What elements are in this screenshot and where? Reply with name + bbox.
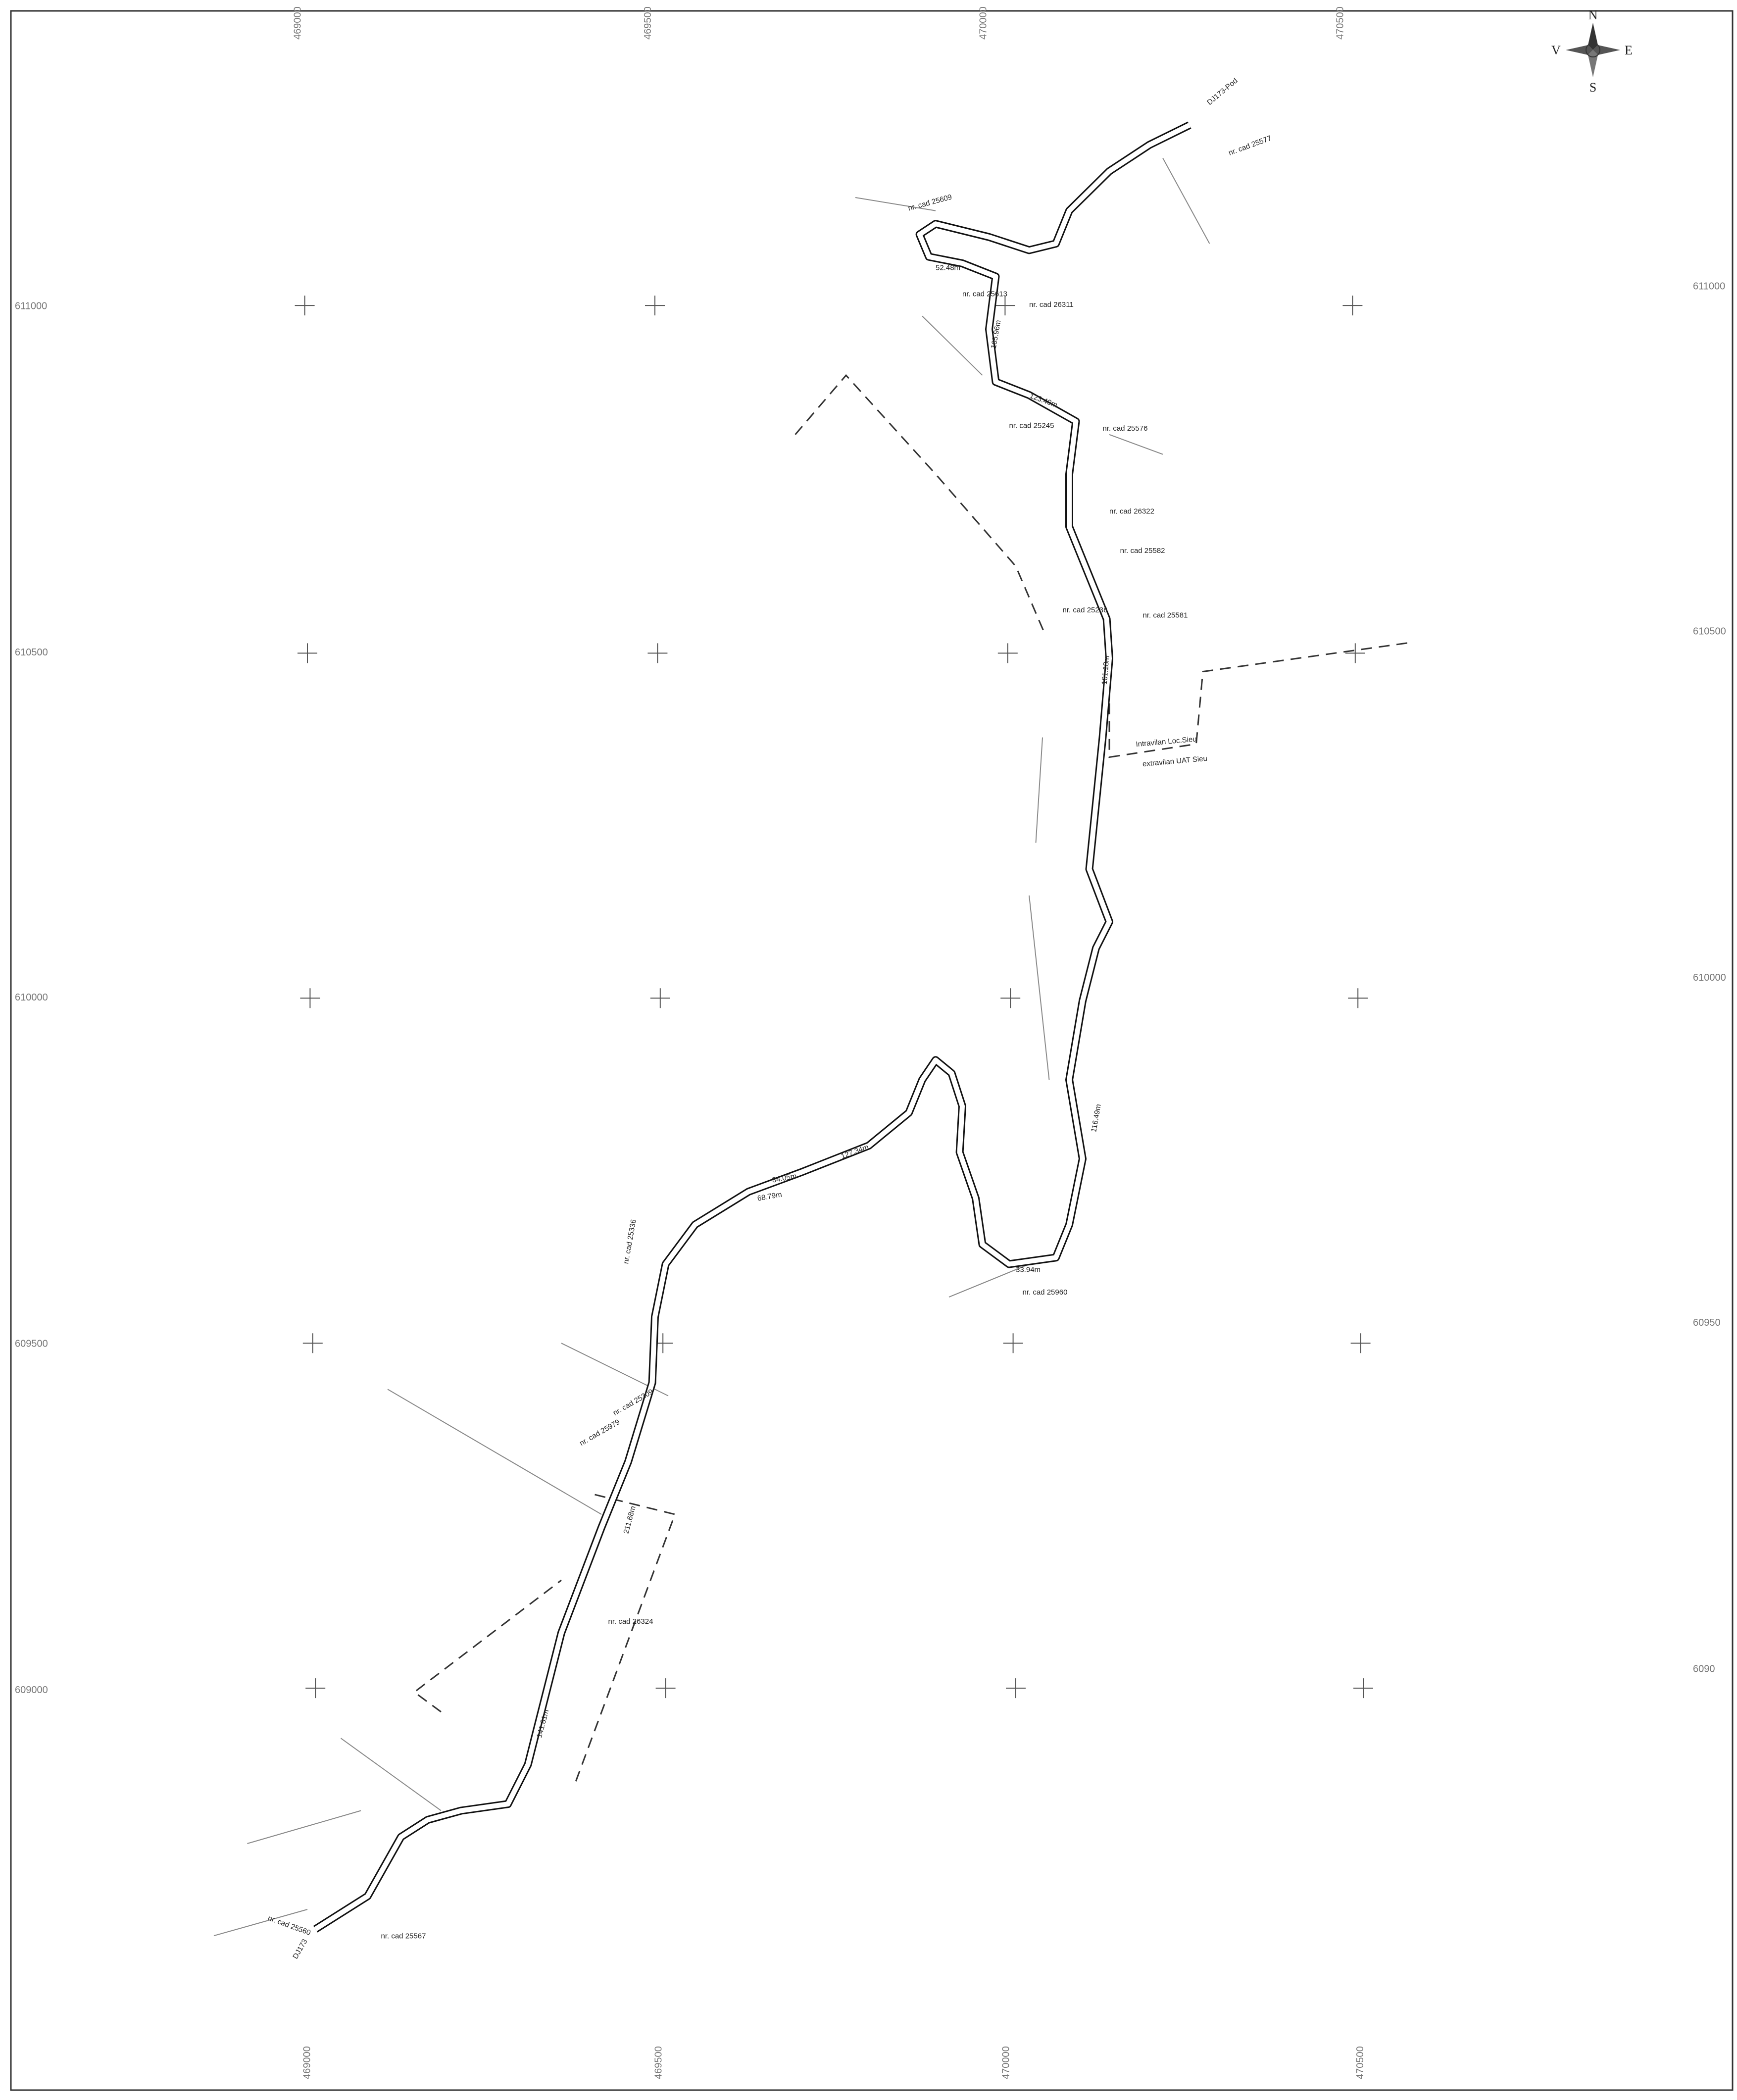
grid-cross bbox=[655, 1678, 676, 1699]
coord-top: 470000 bbox=[978, 6, 989, 40]
coord-right: 610500 bbox=[1693, 626, 1726, 637]
compass-north: N bbox=[1588, 8, 1598, 22]
grid-cross bbox=[647, 643, 668, 663]
coord-bottom: 470000 bbox=[1001, 2046, 1012, 2079]
coord-left: 610500 bbox=[15, 647, 48, 658]
coord-right: 60950 bbox=[1693, 1317, 1721, 1328]
map-label: 181.18m bbox=[1100, 655, 1111, 685]
coord-bottom: 469000 bbox=[301, 2046, 312, 2079]
coord-right: 610000 bbox=[1693, 972, 1726, 983]
parcel-line bbox=[948, 1263, 1030, 1298]
map-label: 52.48m bbox=[936, 263, 960, 272]
compass-east: E bbox=[1625, 43, 1633, 57]
compass-south: S bbox=[1589, 80, 1596, 95]
coord-left: 609500 bbox=[15, 1339, 48, 1350]
coord-bottom: 470500 bbox=[1355, 2046, 1366, 2079]
map-label: nr. cad 25581 bbox=[1143, 611, 1188, 620]
parcel-line bbox=[922, 315, 983, 376]
map-label: nr. cad 25582 bbox=[1120, 547, 1165, 555]
grid-cross bbox=[645, 296, 665, 316]
coord-left: 611000 bbox=[15, 300, 47, 311]
grid-cross bbox=[302, 1333, 323, 1353]
grid-cross bbox=[295, 296, 315, 316]
parcel-line bbox=[1109, 434, 1163, 455]
parcel-line bbox=[213, 1909, 308, 1937]
coord-top: 469500 bbox=[643, 6, 653, 40]
map-label: nr. cad 25236 bbox=[1063, 606, 1108, 614]
grid-cross bbox=[1006, 1678, 1026, 1699]
coord-left: 609000 bbox=[15, 1685, 48, 1696]
grid-cross bbox=[1348, 988, 1368, 1008]
map-frame bbox=[10, 10, 1734, 2091]
coord-top: 470500 bbox=[1335, 6, 1346, 40]
parcel-line bbox=[855, 197, 936, 211]
map-label: nr. cad 25960 bbox=[1023, 1288, 1068, 1297]
grid-cross bbox=[1350, 1333, 1371, 1353]
grid-cross bbox=[995, 296, 1015, 316]
coord-bottom: 469500 bbox=[653, 2046, 664, 2079]
grid-cross bbox=[1003, 1333, 1023, 1353]
map-label: nr. cad 25576 bbox=[1103, 424, 1148, 433]
boundary-line bbox=[574, 1494, 676, 1785]
parcel-line bbox=[1035, 737, 1043, 843]
compass: N S E V bbox=[1551, 8, 1633, 95]
map-label: nr. cad 25567 bbox=[381, 1932, 426, 1941]
parcel-line bbox=[1162, 157, 1210, 244]
grid-cross bbox=[650, 988, 670, 1008]
grid-cross bbox=[997, 643, 1018, 663]
coord-right: 611000 bbox=[1693, 281, 1725, 292]
grid-cross bbox=[305, 1678, 326, 1699]
coord-top: 469000 bbox=[293, 6, 303, 40]
grid-cross bbox=[1353, 1678, 1373, 1699]
grid-cross bbox=[1345, 643, 1365, 663]
coord-right: 6090 bbox=[1693, 1664, 1715, 1675]
grid-cross bbox=[298, 643, 317, 663]
coord-left: 610000 bbox=[15, 992, 48, 1003]
parcel-line bbox=[340, 1738, 442, 1811]
parcel-line bbox=[387, 1389, 602, 1515]
grid-cross bbox=[300, 988, 320, 1008]
grid-cross bbox=[1342, 296, 1363, 316]
map-label: nr. cad 26322 bbox=[1109, 507, 1154, 515]
compass-west: V bbox=[1551, 43, 1561, 57]
map-label: nr. cad 25245 bbox=[1009, 422, 1054, 430]
road-surface bbox=[314, 123, 1191, 1932]
parcel-line bbox=[247, 1810, 361, 1844]
map-label: nr. cad 26311 bbox=[1029, 300, 1074, 309]
parcel-line bbox=[1029, 895, 1050, 1080]
map-label: nr. cad 25613 bbox=[962, 290, 1007, 299]
grid-cross bbox=[1000, 988, 1021, 1008]
boundary-line bbox=[794, 374, 1046, 635]
map-label: nr. cad 26324 bbox=[608, 1617, 653, 1626]
map-label: 33.94m bbox=[1016, 1266, 1041, 1274]
